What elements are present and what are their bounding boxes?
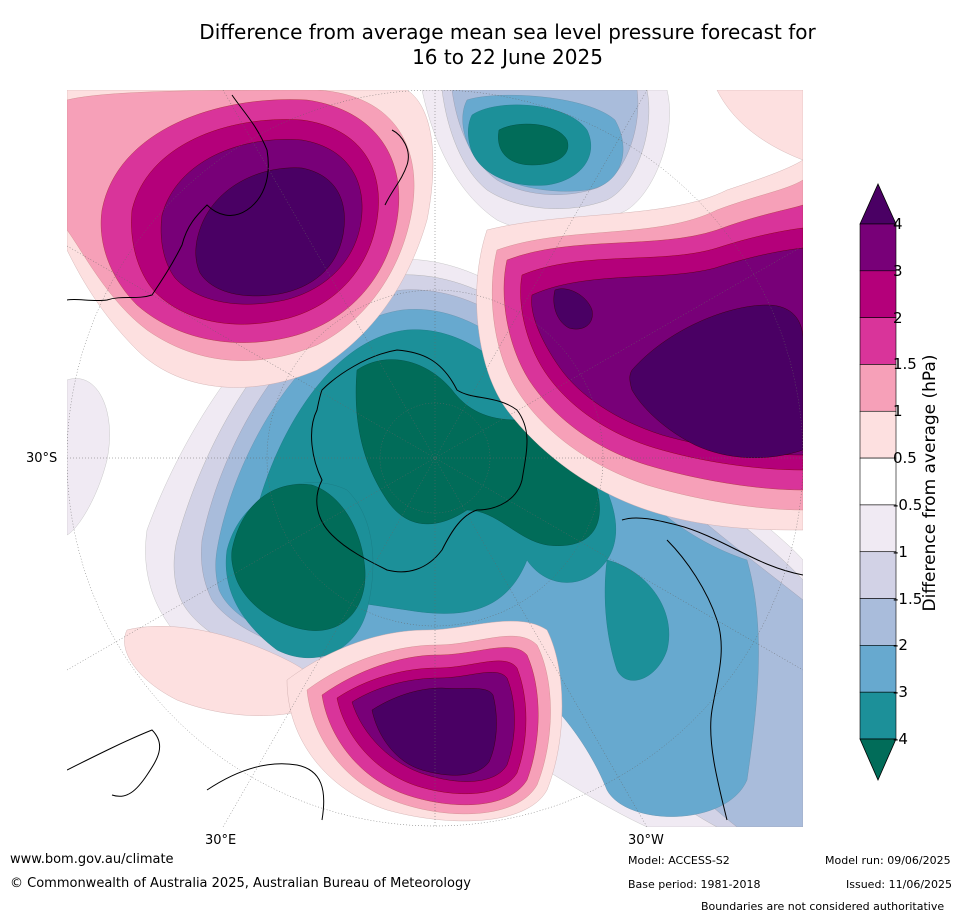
colorbar-arrow-bottom <box>859 738 897 781</box>
colorbar-band <box>859 223 897 272</box>
footer-model-run: Model run: 09/06/2025 <box>825 854 951 867</box>
colorbar-tick-label: 0.5 <box>893 449 917 468</box>
colorbar-tick-label: -3 <box>893 683 908 702</box>
lon-label-30e: 30°E <box>205 833 237 848</box>
colorbar-band <box>859 645 897 693</box>
colorbar-band <box>859 691 897 740</box>
colorbar-tick-label: -1 <box>893 542 908 561</box>
colorbar-arrow-top <box>859 183 897 225</box>
colorbar-tick-label: 2 <box>893 308 903 327</box>
title-line-1: Difference from average mean sea level p… <box>199 20 816 44</box>
title-line-2: 16 to 22 June 2025 <box>412 45 603 69</box>
colorbar-band <box>859 270 897 318</box>
colorbar-tick-label: 1 <box>893 402 903 421</box>
footer-copyright: © Commonwealth of Australia 2025, Austra… <box>10 876 471 891</box>
colorbar-tick-label: -2 <box>893 636 908 655</box>
colorbar-band <box>859 598 897 646</box>
colorbar-band <box>859 317 897 365</box>
lat-label-30s: 30°S <box>26 451 58 466</box>
colorbar-tick-label: 1.5 <box>893 355 917 374</box>
graticule <box>67 90 803 827</box>
colorbar <box>858 182 965 782</box>
colorbar-tick-label: -1.5 <box>893 589 923 608</box>
coastlines <box>67 94 803 821</box>
map-svg <box>67 90 803 827</box>
colorbar-tick-label: -0.5 <box>893 495 923 514</box>
positive-anomaly-4 <box>195 167 803 776</box>
colorbar-title: Difference from average (hPa) <box>920 354 940 612</box>
pressure-map <box>67 90 803 827</box>
footer-base-period: Base period: 1981-2018 <box>628 878 761 891</box>
footer-disclaimer: Boundaries are not considered authoritat… <box>701 900 945 913</box>
colorbar-band <box>859 410 897 459</box>
colorbar-band <box>859 504 897 553</box>
colorbar-band <box>859 364 897 412</box>
colorbar-tick-label: 3 <box>893 261 903 280</box>
colorbar-band <box>859 551 897 599</box>
colorbar-tick-label: 4 <box>893 215 903 233</box>
colorbar-tick-label: -4 <box>893 730 908 748</box>
lon-label-30w: 30°W <box>628 833 664 848</box>
colorbar-bands <box>859 183 897 781</box>
colorbar-svg <box>859 183 897 781</box>
colorbar-band <box>859 457 897 506</box>
footer-issued: Issued: 11/06/2025 <box>846 878 953 891</box>
chart-title: Difference from average mean sea level p… <box>100 20 915 70</box>
footer-model: Model: ACCESS-S2 <box>628 854 730 867</box>
footer-url[interactable]: www.bom.gov.au/climate <box>10 852 174 867</box>
